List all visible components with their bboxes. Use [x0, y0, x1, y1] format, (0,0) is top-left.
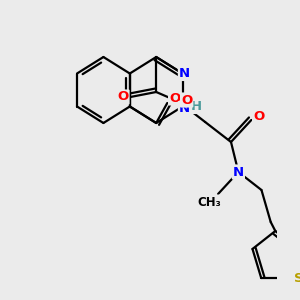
- Text: O: O: [253, 110, 264, 124]
- Text: N: N: [233, 166, 244, 178]
- Text: O: O: [117, 91, 129, 103]
- Text: O: O: [169, 92, 180, 104]
- Text: H: H: [191, 100, 202, 113]
- Text: N: N: [179, 67, 190, 80]
- Text: O: O: [181, 94, 192, 106]
- Text: N: N: [179, 102, 190, 115]
- Text: CH₃: CH₃: [197, 196, 221, 208]
- Text: S: S: [294, 272, 300, 284]
